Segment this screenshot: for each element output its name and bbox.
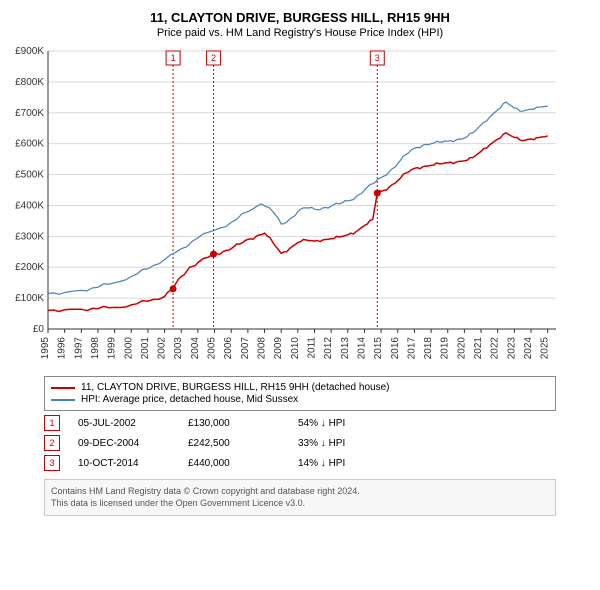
- event-marker: 1: [44, 415, 60, 431]
- svg-text:2023: 2023: [506, 337, 517, 360]
- footer-note: Contains HM Land Registry data © Crown c…: [44, 479, 556, 516]
- svg-text:2016: 2016: [390, 337, 401, 360]
- event-date: 05-JUL-2002: [78, 418, 188, 429]
- event-diff: 54% ↓ HPI: [298, 418, 345, 429]
- svg-text:1995: 1995: [40, 337, 51, 360]
- svg-text:2006: 2006: [223, 337, 234, 360]
- svg-text:2002: 2002: [157, 337, 168, 360]
- legend-item: HPI: Average price, detached house, Mid …: [51, 394, 549, 405]
- svg-text:2001: 2001: [140, 337, 151, 360]
- svg-text:2007: 2007: [240, 337, 251, 360]
- event-price: £242,500: [188, 438, 298, 449]
- event-diff: 14% ↓ HPI: [298, 458, 345, 469]
- svg-text:2020: 2020: [456, 337, 467, 360]
- svg-text:2005: 2005: [207, 337, 218, 360]
- events-table: 1 05-JUL-2002£130,00054% ↓ HPI 2 09-DEC-200…: [44, 415, 556, 471]
- svg-text:2015: 2015: [373, 337, 384, 360]
- svg-text:2018: 2018: [423, 337, 434, 360]
- event-marker: 3: [44, 455, 60, 471]
- svg-text:1999: 1999: [107, 337, 118, 360]
- legend-item: 11, CLAYTON DRIVE, BURGESS HILL, RH15 9H…: [51, 382, 549, 393]
- svg-text:2: 2: [211, 53, 216, 63]
- svg-text:2014: 2014: [356, 337, 367, 360]
- chart-subtitle: Price paid vs. HM Land Registry's House …: [6, 27, 594, 39]
- svg-text:£800K: £800K: [15, 77, 44, 88]
- svg-text:£200K: £200K: [15, 262, 44, 273]
- svg-text:2013: 2013: [340, 337, 351, 360]
- svg-text:2008: 2008: [257, 337, 268, 360]
- svg-text:2019: 2019: [440, 337, 451, 360]
- footer-line: This data is licensed under the Open Gov…: [51, 498, 549, 510]
- event-row: 2 09-DEC-2004£242,50033% ↓ HPI: [44, 435, 556, 451]
- event-diff: 33% ↓ HPI: [298, 438, 345, 449]
- event-price: £130,000: [188, 418, 298, 429]
- svg-text:2009: 2009: [273, 337, 284, 360]
- footer-line: Contains HM Land Registry data © Crown c…: [51, 486, 549, 498]
- svg-text:2000: 2000: [123, 337, 134, 360]
- svg-text:£400K: £400K: [15, 200, 44, 211]
- svg-text:2024: 2024: [523, 337, 534, 360]
- event-row: 1 05-JUL-2002£130,00054% ↓ HPI: [44, 415, 556, 431]
- event-date: 09-DEC-2004: [78, 438, 188, 449]
- legend: 11, CLAYTON DRIVE, BURGESS HILL, RH15 9H…: [44, 376, 556, 411]
- svg-text:2010: 2010: [290, 337, 301, 360]
- svg-text:2017: 2017: [406, 337, 417, 360]
- event-date: 10-OCT-2014: [78, 458, 188, 469]
- svg-text:2021: 2021: [473, 337, 484, 360]
- svg-text:2004: 2004: [190, 337, 201, 360]
- svg-text:1: 1: [171, 53, 176, 63]
- svg-text:2012: 2012: [323, 337, 334, 360]
- svg-text:1997: 1997: [73, 337, 84, 360]
- svg-text:£900K: £900K: [15, 46, 44, 57]
- svg-text:£500K: £500K: [15, 170, 44, 181]
- event-row: 3 10-OCT-2014£440,00014% ↓ HPI: [44, 455, 556, 471]
- event-marker: 2: [44, 435, 60, 451]
- svg-text:2003: 2003: [173, 337, 184, 360]
- price-chart: £0 £100K £200K £300K £400K £500K £600K £700K £80…: [6, 45, 566, 365]
- svg-text:£0: £0: [33, 324, 45, 335]
- svg-text:£600K: £600K: [15, 139, 44, 150]
- svg-text:£100K: £100K: [15, 293, 44, 304]
- svg-text:£700K: £700K: [15, 108, 44, 119]
- event-price: £440,000: [188, 458, 298, 469]
- svg-text:2025: 2025: [540, 337, 551, 360]
- svg-text:3: 3: [375, 53, 380, 63]
- svg-text:£300K: £300K: [15, 231, 44, 242]
- svg-text:1998: 1998: [90, 337, 101, 360]
- legend-label: 11, CLAYTON DRIVE, BURGESS HILL, RH15 9H…: [81, 382, 389, 393]
- svg-text:1996: 1996: [57, 337, 68, 360]
- svg-text:2011: 2011: [306, 337, 317, 359]
- chart-title: 11, CLAYTON DRIVE, BURGESS HILL, RH15 9H…: [6, 10, 594, 25]
- legend-label: HPI: Average price, detached house, Mid …: [81, 394, 298, 405]
- svg-text:2022: 2022: [490, 337, 501, 360]
